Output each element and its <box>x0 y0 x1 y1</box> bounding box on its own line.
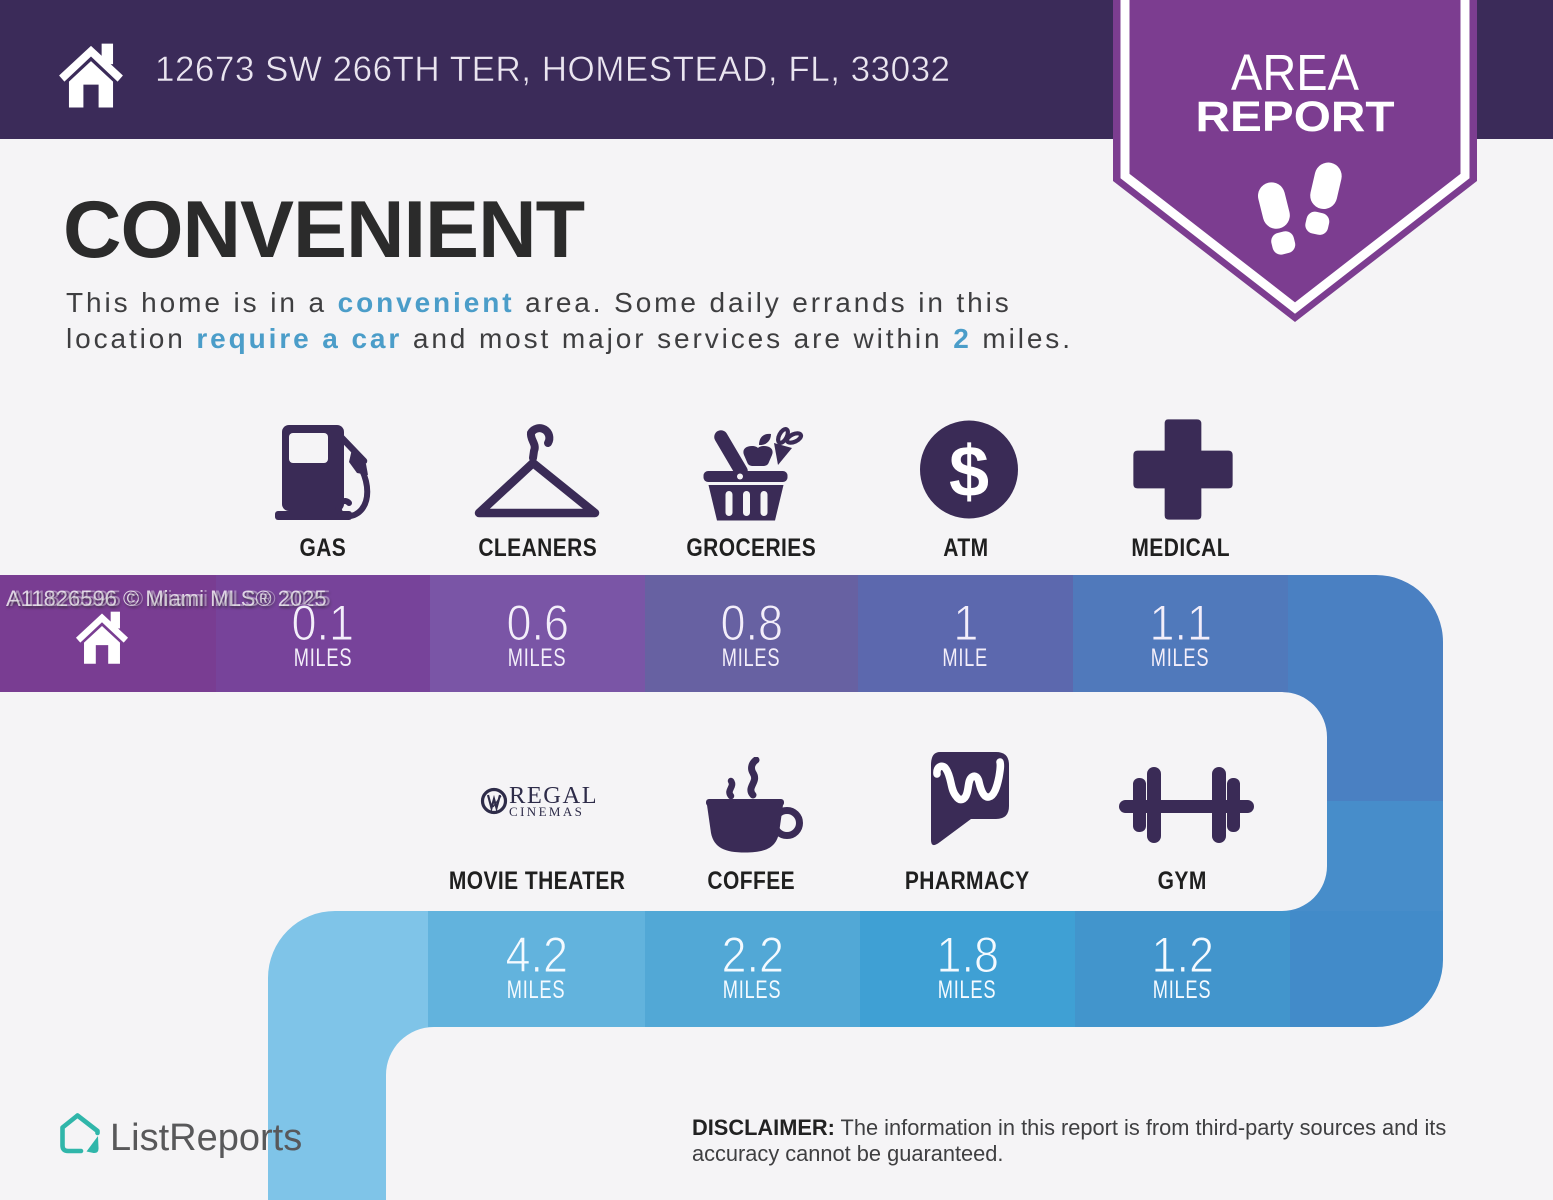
svg-text:CINEMAS: CINEMAS <box>509 804 584 818</box>
svg-text:$: $ <box>949 432 989 512</box>
svg-text:REPORT: REPORT <box>1196 93 1395 141</box>
svg-text:AREA: AREA <box>1231 44 1359 101</box>
svg-text:REGAL: REGAL <box>509 784 595 809</box>
